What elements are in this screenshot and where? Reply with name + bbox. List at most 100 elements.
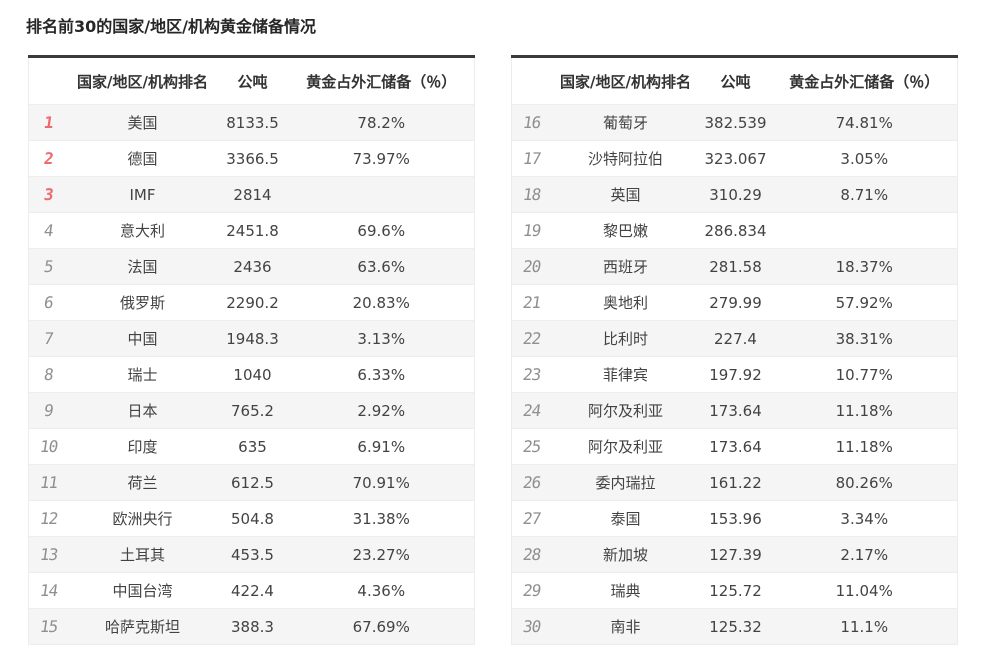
percent-cell: 4.36%: [288, 572, 475, 609]
tonnes-cell: 504.8: [216, 500, 289, 537]
table-row: 18 英国 310.29 8.71%: [511, 176, 958, 213]
percent-cell: 20.83%: [288, 284, 475, 321]
country-cell: 中国: [68, 320, 217, 357]
rank-cell: 15: [28, 608, 69, 645]
country-cell: 新加坡: [551, 536, 700, 573]
country-cell: 黎巴嫩: [551, 212, 700, 249]
rank-cell: 24: [511, 392, 552, 429]
percent-cell: [771, 212, 958, 249]
tonnes-cell: 3366.5: [216, 140, 289, 177]
country-cell: 比利时: [551, 320, 700, 357]
country-cell: 英国: [551, 176, 700, 213]
tonnes-cell: 161.22: [699, 464, 772, 501]
rank-cell: 18: [511, 176, 552, 213]
country-cell: 德国: [68, 140, 217, 177]
rank-number: 3: [43, 185, 55, 204]
table-row: 27 泰国 153.96 3.34%: [511, 500, 958, 537]
rank-cell: 13: [28, 536, 69, 573]
rank-column-header: [28, 56, 69, 105]
country-cell: 瑞士: [68, 356, 217, 393]
country-cell: 中国台湾: [68, 572, 217, 609]
rank-number: 18: [521, 185, 542, 204]
percent-cell: 70.91%: [288, 464, 475, 501]
percent-cell: 2.17%: [771, 536, 958, 573]
rank-cell: 10: [28, 428, 69, 465]
percent-cell: 38.31%: [771, 320, 958, 357]
rank-number: 11: [38, 473, 59, 492]
rank-number: 13: [38, 545, 59, 564]
rank-cell: 6: [28, 284, 69, 321]
country-cell: 葡萄牙: [551, 104, 700, 141]
country-column-header: 国家/地区/机构排名: [68, 56, 217, 105]
tonnes-cell: 2436: [216, 248, 289, 285]
rank-cell: 11: [28, 464, 69, 501]
table-row: 22 比利时 227.4 38.31%: [511, 320, 958, 357]
tonnes-cell: 765.2: [216, 392, 289, 429]
tonnes-cell: 2290.2: [216, 284, 289, 321]
country-column-header: 国家/地区/机构排名: [551, 56, 700, 105]
tonnes-cell: 635: [216, 428, 289, 465]
rank-cell: 12: [28, 500, 69, 537]
tonnes-cell: 125.72: [699, 572, 772, 609]
country-cell: 印度: [68, 428, 217, 465]
percent-cell: 63.6%: [288, 248, 475, 285]
rank-number: 22: [521, 329, 542, 348]
rank-cell: 3: [28, 176, 69, 213]
tonnes-cell: 310.29: [699, 176, 772, 213]
rank-cell: 21: [511, 284, 552, 321]
rank-cell: 25: [511, 428, 552, 465]
percent-cell: 73.97%: [288, 140, 475, 177]
rank-cell: 9: [28, 392, 69, 429]
percent-cell: 6.91%: [288, 428, 475, 465]
table-row: 1 美国 8133.5 78.2%: [28, 104, 475, 141]
rank-cell: 17: [511, 140, 552, 177]
percent-cell: 2.92%: [288, 392, 475, 429]
country-cell: 阿尔及利亚: [551, 392, 700, 429]
percent-cell: 3.34%: [771, 500, 958, 537]
rank-cell: 5: [28, 248, 69, 285]
rank-number: 12: [38, 509, 59, 528]
tonnes-cell: 286.834: [699, 212, 772, 249]
tonnes-cell: 1948.3: [216, 320, 289, 357]
rank-cell: 19: [511, 212, 552, 249]
rank-number: 30: [521, 617, 542, 636]
rank-number: 2: [43, 149, 55, 168]
country-cell: 沙特阿拉伯: [551, 140, 700, 177]
country-cell: 菲律宾: [551, 356, 700, 393]
percent-cell: 10.77%: [771, 356, 958, 393]
percent-cell: 31.38%: [288, 500, 475, 537]
table-row: 12 欧洲央行 504.8 31.38%: [28, 500, 475, 537]
percent-column-header: 黄金占外汇储备（％）: [288, 56, 475, 105]
tonnes-cell: 279.99: [699, 284, 772, 321]
percent-cell: 23.27%: [288, 536, 475, 573]
tonnes-cell: 173.64: [699, 428, 772, 465]
table-row: 30 南非 125.32 11.1%: [511, 608, 958, 645]
rank-number: 1: [43, 113, 55, 132]
percent-cell: 6.33%: [288, 356, 475, 393]
tonnes-cell: 281.58: [699, 248, 772, 285]
country-cell: 南非: [551, 608, 700, 645]
table-row: 11 荷兰 612.5 70.91%: [28, 464, 475, 501]
table-row: 16 葡萄牙 382.539 74.81%: [511, 104, 958, 141]
tonnes-cell: 382.539: [699, 104, 772, 141]
rank-cell: 26: [511, 464, 552, 501]
tonnes-cell: 197.92: [699, 356, 772, 393]
country-cell: 土耳其: [68, 536, 217, 573]
table-row: 6 俄罗斯 2290.2 20.83%: [28, 284, 475, 321]
rank-cell: 23: [511, 356, 552, 393]
table-row: 3 IMF 2814: [28, 176, 475, 213]
tonnes-cell: 1040: [216, 356, 289, 393]
rank-number: 15: [38, 617, 59, 636]
tonnes-column-header: 公吨: [216, 56, 289, 105]
table-header-row: 国家/地区/机构排名 公吨 黄金占外汇储备（％）: [511, 56, 958, 105]
country-cell: 委内瑞拉: [551, 464, 700, 501]
country-cell: 阿尔及利亚: [551, 428, 700, 465]
rank-number: 9: [43, 401, 55, 420]
rank-cell: 4: [28, 212, 69, 249]
tonnes-cell: 323.067: [699, 140, 772, 177]
table-row: 5 法国 2436 63.6%: [28, 248, 475, 285]
percent-cell: 11.18%: [771, 392, 958, 429]
rank-number: 19: [521, 221, 542, 240]
percent-cell: 74.81%: [771, 104, 958, 141]
rank-number: 17: [521, 149, 542, 168]
